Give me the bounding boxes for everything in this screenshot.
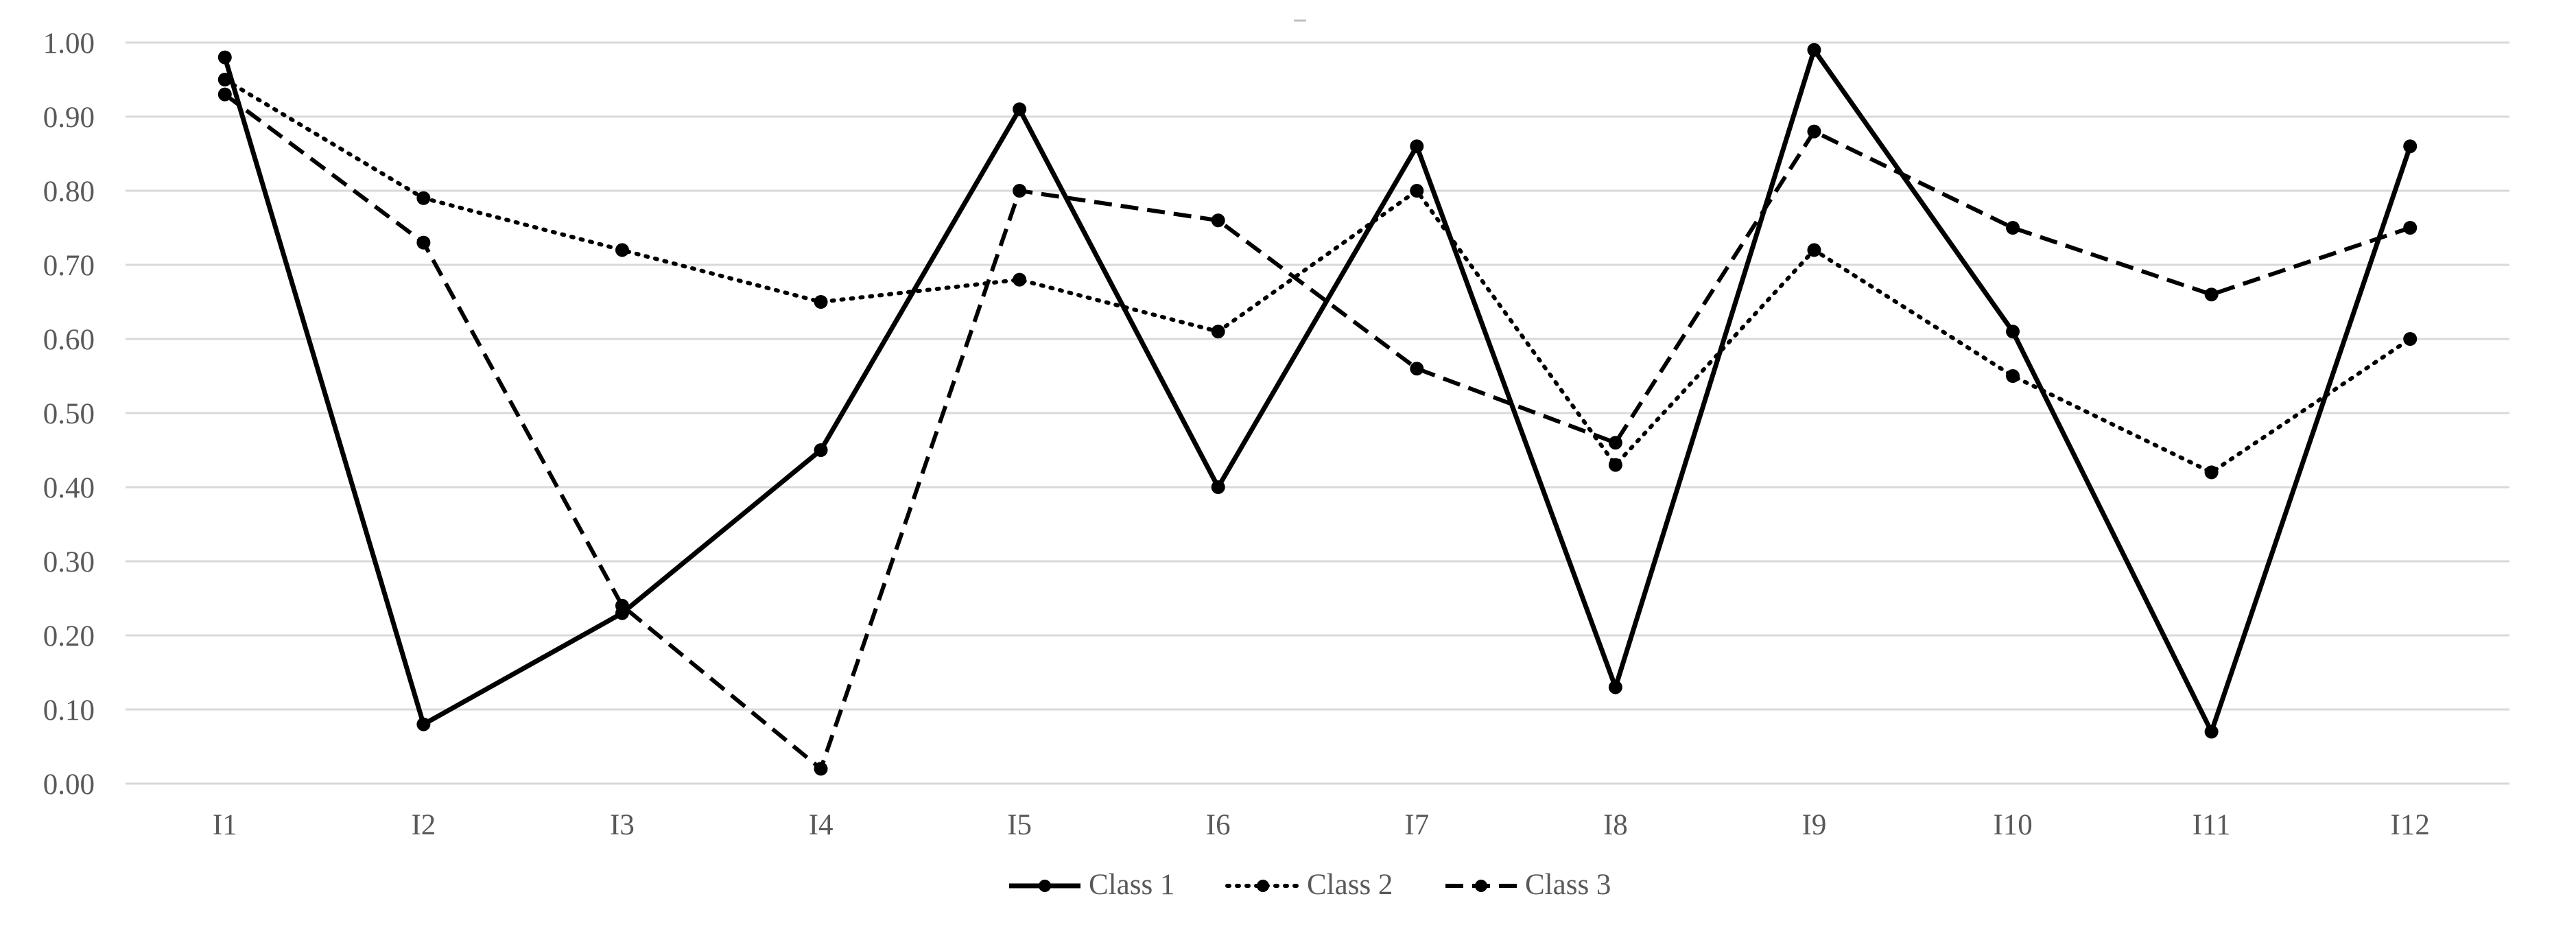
data-point (814, 295, 828, 309)
y-tick-label: 0.30 (43, 546, 95, 578)
y-tick-label: 0.70 (43, 250, 95, 282)
x-tick-label: I4 (809, 809, 834, 841)
series-line (223, 93, 2411, 773)
data-point (1211, 325, 1225, 339)
data-point (1608, 436, 1622, 450)
data-point (615, 243, 629, 257)
data-point (1013, 272, 1027, 287)
y-tick-label: 0.50 (43, 398, 95, 430)
y-tick-label: 0.10 (43, 694, 95, 727)
series-line (222, 78, 2413, 475)
x-tick-label: I9 (1802, 809, 1827, 841)
x-tick-label: I12 (2391, 809, 2430, 841)
legend-item[interactable]: Class 1 (1009, 869, 1174, 901)
series-1 (217, 43, 2418, 739)
y-tick-label: 0.20 (43, 620, 95, 653)
x-tick-label: I1 (213, 809, 237, 841)
data-point (814, 762, 828, 776)
data-point (2403, 139, 2418, 154)
series-2 (217, 73, 2418, 480)
data-point (2204, 288, 2219, 302)
legend-item[interactable]: Class 3 (1445, 869, 1611, 901)
y-tick-label: 0.40 (43, 472, 95, 504)
data-point (1410, 184, 1424, 198)
data-point (814, 443, 828, 457)
y-axis: 0.00 0.10 0.20 0.30 0.40 0.50 0.60 0.70 0.80 0.90… (43, 27, 95, 801)
data-point (1807, 124, 1821, 139)
legend-label: Class 2 (1307, 869, 1393, 901)
series-3 (217, 87, 2418, 776)
data-point (1608, 680, 1622, 694)
legend-item[interactable]: Class 2 (1225, 869, 1393, 901)
legend-marker (1257, 880, 1269, 892)
data-point (1807, 43, 1821, 57)
data-point (1410, 139, 1424, 154)
data-point (615, 598, 629, 613)
data-point (1608, 458, 1622, 472)
data-point (217, 73, 232, 86)
x-tick-label: I8 (1603, 809, 1628, 841)
y-tick-label: 1.00 (43, 27, 95, 60)
data-point (2204, 725, 2219, 739)
data-point (1013, 184, 1027, 198)
legend-label: Class 1 (1089, 869, 1174, 901)
data-point (416, 717, 431, 731)
data-point (1807, 243, 1821, 257)
data-point (1211, 213, 1225, 228)
data-point (1013, 102, 1027, 117)
y-tick-label: 0.90 (43, 102, 95, 134)
data-point (1410, 362, 1424, 376)
data-point (2403, 221, 2418, 235)
legend-marker (1475, 880, 1487, 892)
series-lines (217, 43, 2418, 776)
data-point (1211, 480, 1225, 494)
x-axis: I1 I2 I3 I4 I5 I6 I7 I8 I9 I10 I11 I12 (213, 809, 2430, 841)
data-point (2204, 465, 2219, 480)
data-point (2006, 221, 2020, 235)
legend-marker (1039, 880, 1051, 892)
x-tick-label: I3 (610, 809, 635, 841)
legend-label: Class 3 (1525, 869, 1611, 901)
series-line (222, 44, 2413, 738)
x-tick-label: I6 (1206, 809, 1231, 841)
x-tick-label: I10 (1993, 809, 2032, 841)
y-tick-label: 0.60 (43, 324, 95, 356)
data-point (217, 50, 232, 64)
data-point (2403, 332, 2418, 346)
x-tick-label: I5 (1007, 809, 1032, 841)
gridlines (126, 41, 2509, 785)
data-point (2006, 369, 2020, 383)
y-tick-label: 0.00 (43, 768, 95, 801)
data-point (416, 191, 431, 205)
x-tick-label: I2 (411, 809, 436, 841)
data-point (217, 87, 232, 102)
x-tick-label: I11 (2193, 809, 2231, 841)
x-tick-label: I7 (1404, 809, 1429, 841)
legend[interactable]: Class 1 Class 2 Class 3 (1009, 869, 1611, 901)
y-tick-label: 0.80 (43, 176, 95, 208)
data-point (416, 235, 431, 250)
data-point (2006, 325, 2020, 339)
